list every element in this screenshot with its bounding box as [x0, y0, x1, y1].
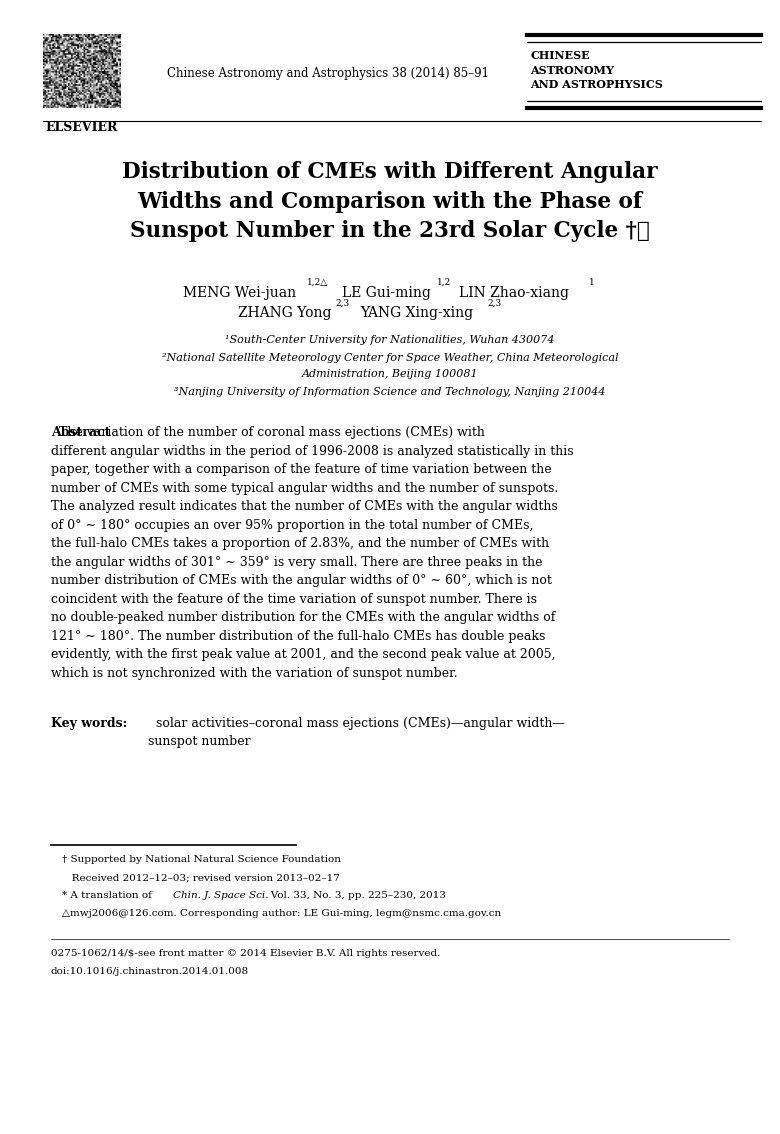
Text: ELSEVIER: ELSEVIER [46, 121, 118, 134]
Text: CHINESE: CHINESE [530, 50, 590, 61]
Text: AND ASTROPHYSICS: AND ASTROPHYSICS [530, 79, 663, 91]
Text: Administration, Beijing 100081: Administration, Beijing 100081 [302, 370, 478, 379]
Text: ASTRONOMY: ASTRONOMY [530, 65, 615, 76]
Text: Chin. J. Space Sci.: Chin. J. Space Sci. [173, 891, 268, 900]
Text: 1: 1 [589, 278, 594, 287]
Text: 1,2△: 1,2△ [307, 278, 328, 287]
Text: solar activities–coronal mass ejections (CMEs)—angular width—
sunspot number: solar activities–coronal mass ejections … [148, 717, 565, 748]
Text: 2,3: 2,3 [335, 298, 349, 307]
Text: MENG Wei-juan: MENG Wei-juan [183, 286, 296, 299]
Text: * A translation of: * A translation of [62, 891, 155, 900]
Text: Key words:: Key words: [51, 717, 127, 729]
Text: △mwj2006@126.com. Corresponding author: LE Gui-ming, legm@nsmc.cma.gov.cn: △mwj2006@126.com. Corresponding author: … [62, 909, 502, 919]
Text: ZHANG Yong: ZHANG Yong [238, 306, 332, 320]
Text: 2,3: 2,3 [488, 298, 502, 307]
Text: The variation of the number of coronal mass ejections (CMEs) with
different angu: The variation of the number of coronal m… [51, 426, 573, 680]
Text: Abstract: Abstract [51, 426, 110, 439]
Text: LE Gui-ming: LE Gui-ming [342, 286, 431, 299]
Text: 1,2: 1,2 [437, 278, 451, 287]
Text: Chinese Astronomy and Astrophysics 38 (2014) 85–91: Chinese Astronomy and Astrophysics 38 (2… [167, 67, 488, 81]
Text: LIN Zhao-xiang: LIN Zhao-xiang [459, 286, 569, 299]
Text: YANG Xing-xing: YANG Xing-xing [360, 306, 473, 320]
Text: ¹South-Center University for Nationalities, Wuhan 430074: ¹South-Center University for Nationaliti… [225, 336, 555, 345]
Text: doi:10.1016/j.chinastron.2014.01.008: doi:10.1016/j.chinastron.2014.01.008 [51, 967, 249, 976]
Text: † Supported by National Natural Science Foundation: † Supported by National Natural Science … [62, 855, 342, 864]
Text: ²National Satellite Meteorology Center for Space Weather, China Meteorological: ²National Satellite Meteorology Center f… [161, 354, 619, 363]
Text: Received 2012–12–03; revised version 2013–02–17: Received 2012–12–03; revised version 201… [62, 873, 340, 882]
Text: Vol. 33, No. 3, pp. 225–230, 2013: Vol. 33, No. 3, pp. 225–230, 2013 [261, 891, 446, 900]
Text: 0275-1062/14/$-see front matter © 2014 Elsevier B.V. All rights reserved.: 0275-1062/14/$-see front matter © 2014 E… [51, 949, 440, 958]
Text: ³Nanjing University of Information Science and Technology, Nanjing 210044: ³Nanjing University of Information Scien… [174, 388, 606, 397]
Text: Distribution of CMEs with Different Angular
Widths and Comparison with the Phase: Distribution of CMEs with Different Angu… [122, 161, 658, 243]
